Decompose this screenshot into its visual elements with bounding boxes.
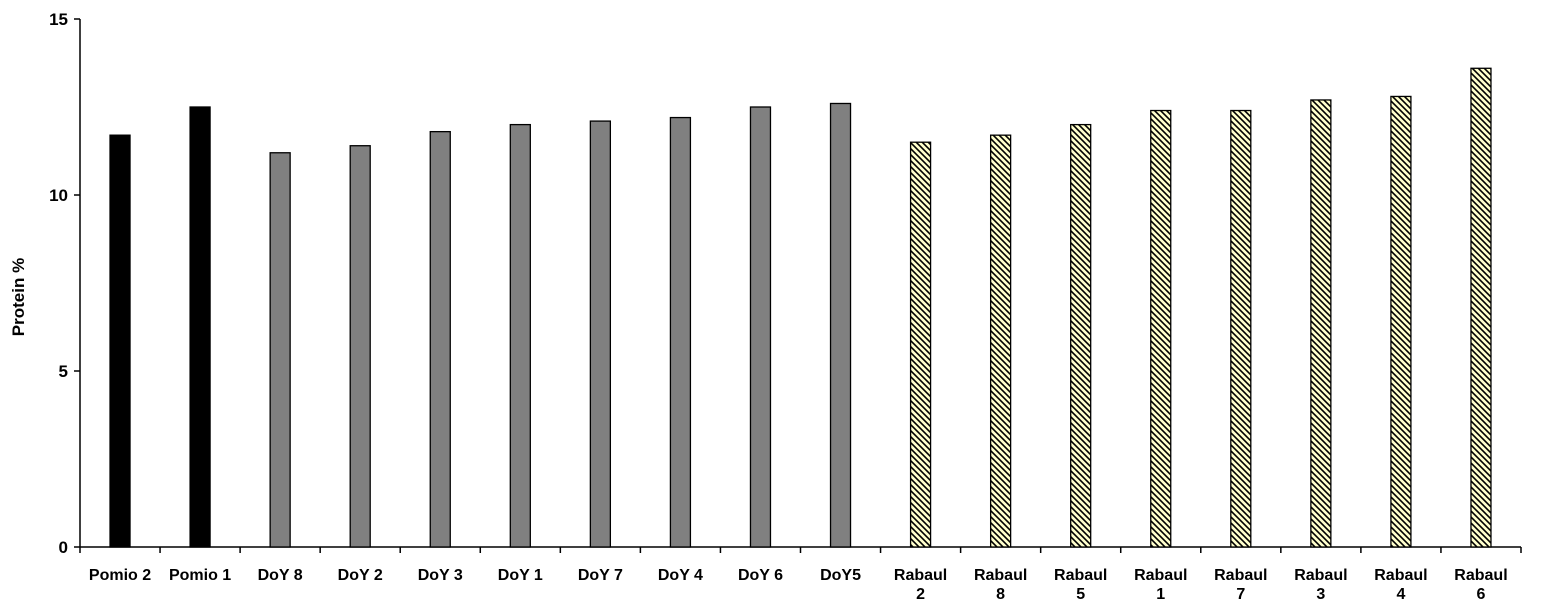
- y-axis-title: Protein %: [9, 258, 28, 336]
- x-category-label: Rabaul: [1454, 567, 1507, 584]
- x-category-label: DoY 7: [578, 567, 623, 584]
- bar-doy: [829, 102, 852, 548]
- x-category-label: DoY 6: [738, 567, 783, 584]
- bar-doy: [749, 106, 772, 548]
- x-category-label: 7: [1236, 586, 1245, 603]
- bar-doy: [669, 116, 692, 548]
- x-category-label: DoY 3: [418, 567, 463, 584]
- x-category-label: Pomio 1: [169, 567, 231, 584]
- x-category-label: DoY 1: [498, 567, 543, 584]
- y-tick-label: 10: [49, 186, 68, 205]
- x-category-label: Pomio 2: [89, 567, 151, 584]
- bar-doy: [589, 120, 612, 548]
- x-category-label: DoY5: [820, 567, 861, 584]
- bar-doy: [269, 152, 291, 548]
- x-category-label: Rabaul: [894, 567, 947, 584]
- x-category-label: 4: [1396, 586, 1405, 603]
- bar-rabaul: [1470, 67, 1492, 548]
- x-category-label: 5: [1076, 586, 1085, 603]
- bar-rabaul: [1150, 109, 1172, 548]
- y-tick-label: 0: [59, 538, 68, 557]
- x-category-label: Rabaul: [1214, 567, 1267, 584]
- y-tick-label: 5: [59, 362, 68, 381]
- x-category-label: Rabaul: [974, 567, 1027, 584]
- bar-rabaul: [1230, 109, 1252, 548]
- x-category-label: Rabaul: [1294, 567, 1347, 584]
- x-category-label: 8: [996, 586, 1005, 603]
- x-category-label: 2: [916, 586, 925, 603]
- bar-doy: [509, 123, 531, 548]
- bar-pomio: [189, 106, 211, 548]
- bar-rabaul: [1390, 95, 1412, 548]
- x-category-label: DoY 2: [338, 567, 383, 584]
- bar-rabaul: [989, 134, 1012, 548]
- x-category-label: 3: [1316, 586, 1325, 603]
- x-category-label: 1: [1156, 586, 1165, 603]
- bar-doy: [429, 130, 451, 548]
- x-category-label: DoY 4: [658, 567, 703, 584]
- bar-pomio: [109, 134, 131, 548]
- bars: [109, 67, 1492, 548]
- y-tick-label: 15: [49, 10, 68, 29]
- x-category-label: Rabaul: [1374, 567, 1427, 584]
- bar-rabaul: [1070, 123, 1092, 548]
- y-axis: 0 5 10 15: [49, 10, 81, 557]
- bar-doy: [349, 145, 371, 548]
- bar-rabaul: [1310, 99, 1332, 548]
- x-category-label: 6: [1477, 586, 1486, 603]
- category-labels: Pomio 2 Pomio 1 DoY 8 DoY 2 DoY 3 DoY 1 DoY 7 D…: [89, 567, 1508, 603]
- x-axis: [79, 546, 1522, 553]
- bar-rabaul: [909, 141, 932, 548]
- x-category-label: Rabaul: [1134, 567, 1187, 584]
- x-category-label: DoY 8: [258, 567, 303, 584]
- x-category-label: Rabaul: [1054, 567, 1107, 584]
